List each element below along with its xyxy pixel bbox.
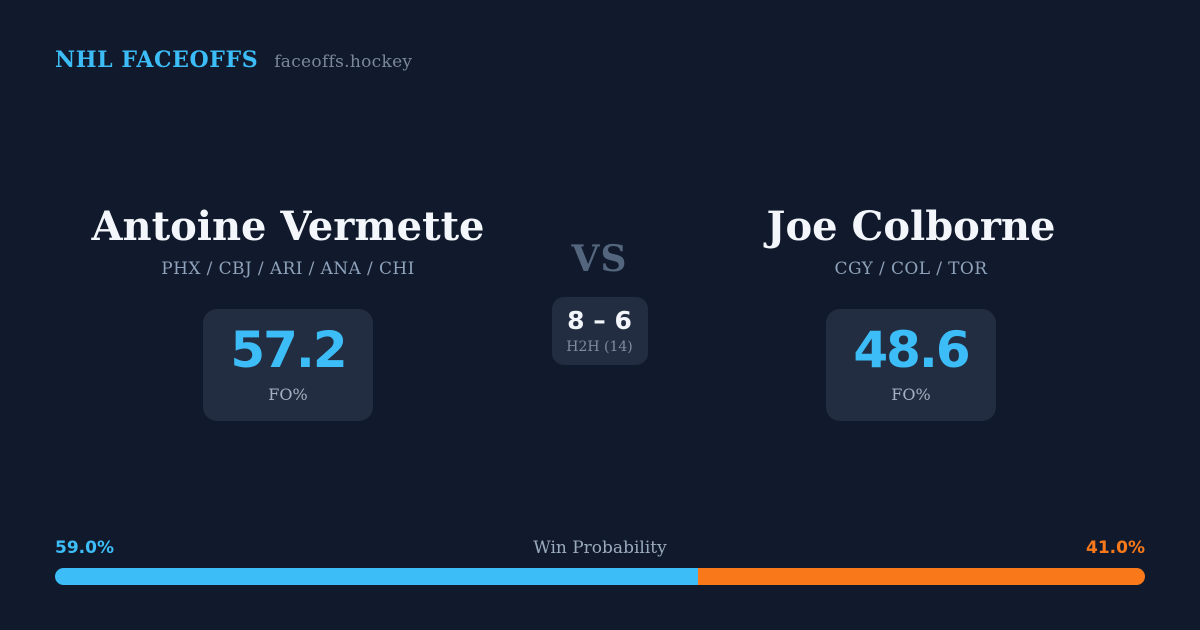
site-url: faceoffs.hockey [274,52,413,72]
matchup-section: Antoine Vermette PHX / CBJ / ARI / ANA /… [68,203,1131,421]
right-stat-label: FO% [891,385,931,405]
left-stat-card: 57.2 FO% [203,308,373,421]
win-probability-labels: 59.0% Win Probability 41.0% [55,538,1145,558]
header: NHL FACEOFFS faceoffs.hockey [55,47,412,73]
right-win-fill [698,568,1145,585]
right-stat-value: 48.6 [853,321,970,380]
left-player-teams: PHX / CBJ / ARI / ANA / CHI [161,258,415,279]
brand-logo: NHL FACEOFFS [55,47,259,73]
right-player-column: Joe Colborne CGY / COL / TOR 48.6 FO% [691,203,1131,421]
win-probability-section: 59.0% Win Probability 41.0% [55,538,1145,585]
right-player-teams: CGY / COL / TOR [834,258,988,279]
h2h-label: H2H (14) [566,338,633,355]
right-win-pct: 41.0% [1086,538,1145,558]
vs-label: VS [571,238,628,280]
h2h-card: 8 – 6 H2H (14) [551,297,648,365]
left-win-fill [55,568,699,585]
center-column: VS 8 – 6 H2H (14) [508,205,691,365]
right-player-name: Joe Colborne [766,203,1056,250]
win-probability-bar [55,568,1145,585]
left-win-pct: 59.0% [55,538,114,558]
left-stat-value: 57.2 [230,321,347,380]
h2h-score: 8 – 6 [567,305,632,335]
win-probability-title: Win Probability [533,538,667,558]
left-stat-label: FO% [268,385,308,405]
left-player-name: Antoine Vermette [91,203,485,250]
left-player-column: Antoine Vermette PHX / CBJ / ARI / ANA /… [68,203,508,421]
right-stat-card: 48.6 FO% [826,308,996,421]
